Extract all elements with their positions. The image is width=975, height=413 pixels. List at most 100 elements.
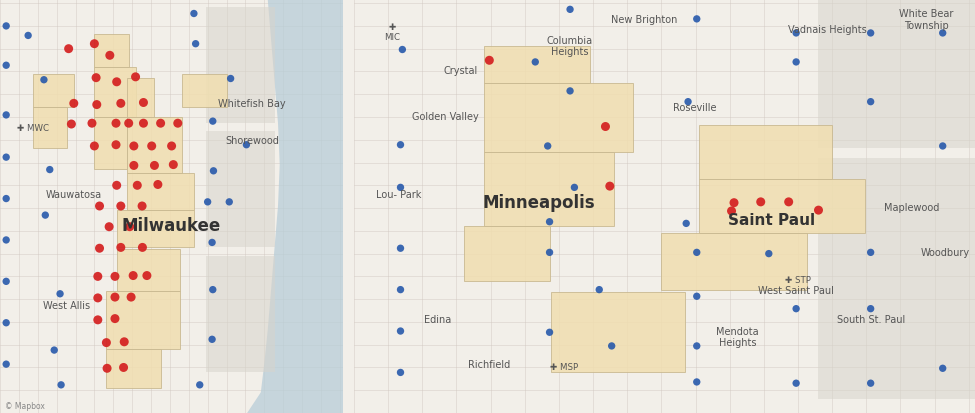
- Point: [107, 273, 123, 280]
- Point: [542, 329, 558, 336]
- Text: ✚ MWC: ✚ MWC: [17, 123, 49, 133]
- Point: [393, 245, 409, 252]
- Point: [566, 185, 582, 191]
- Text: Maplewood: Maplewood: [884, 202, 939, 212]
- Point: [482, 58, 497, 64]
- Point: [527, 59, 543, 66]
- Text: Edina: Edina: [424, 314, 451, 324]
- Point: [602, 183, 617, 190]
- Point: [0, 278, 14, 285]
- Point: [789, 306, 804, 312]
- Point: [87, 41, 102, 48]
- Point: [150, 182, 166, 188]
- Bar: [661, 233, 807, 290]
- Text: Shorewood: Shorewood: [225, 135, 279, 145]
- Point: [108, 142, 124, 149]
- Bar: [485, 153, 613, 226]
- Text: Columbia
Heights: Columbia Heights: [547, 36, 593, 57]
- Point: [935, 31, 951, 37]
- Point: [89, 102, 104, 109]
- Point: [206, 168, 221, 175]
- Point: [393, 369, 409, 376]
- Point: [144, 143, 160, 150]
- Point: [0, 237, 14, 244]
- Bar: [127, 173, 194, 211]
- Point: [102, 53, 118, 59]
- Point: [92, 245, 107, 252]
- Point: [66, 101, 82, 107]
- Point: [0, 24, 14, 30]
- Point: [126, 143, 141, 150]
- Point: [0, 154, 14, 161]
- Point: [205, 119, 220, 125]
- Text: West Allis: West Allis: [43, 300, 91, 310]
- Bar: [818, 159, 975, 233]
- Point: [0, 112, 14, 119]
- Text: South St. Paul: South St. Paul: [837, 314, 905, 324]
- Point: [42, 167, 58, 173]
- Point: [689, 379, 705, 385]
- Point: [170, 121, 185, 127]
- Bar: [206, 8, 275, 124]
- Point: [130, 183, 145, 189]
- Point: [135, 203, 150, 210]
- Point: [123, 294, 138, 301]
- Point: [47, 347, 62, 354]
- Point: [0, 361, 14, 368]
- Bar: [485, 83, 634, 153]
- Point: [126, 163, 141, 169]
- Text: West Saint Paul: West Saint Paul: [759, 285, 834, 295]
- Bar: [32, 107, 67, 149]
- Point: [0, 320, 14, 326]
- Point: [723, 208, 739, 215]
- Bar: [699, 126, 832, 180]
- Point: [146, 163, 162, 169]
- Text: Saint Paul: Saint Paul: [727, 212, 815, 227]
- Point: [689, 17, 705, 23]
- Point: [90, 317, 105, 323]
- Point: [99, 365, 115, 372]
- Bar: [95, 35, 129, 68]
- Point: [63, 121, 79, 128]
- Point: [239, 142, 254, 149]
- Bar: [106, 349, 161, 388]
- Point: [761, 251, 777, 257]
- Bar: [117, 250, 180, 291]
- Text: Mendota
Heights: Mendota Heights: [717, 326, 760, 347]
- Bar: [127, 78, 154, 118]
- Point: [689, 249, 705, 256]
- Point: [393, 328, 409, 335]
- Point: [789, 380, 804, 387]
- Point: [542, 249, 558, 256]
- Bar: [106, 291, 180, 349]
- Bar: [699, 180, 865, 233]
- Point: [395, 47, 410, 54]
- Point: [84, 121, 99, 127]
- Bar: [32, 74, 74, 107]
- Text: Roseville: Roseville: [673, 103, 716, 113]
- Text: ✚
MIC: ✚ MIC: [384, 23, 401, 42]
- Point: [192, 382, 208, 388]
- Text: © Mapbox: © Mapbox: [5, 401, 45, 410]
- Point: [90, 273, 105, 280]
- Point: [53, 291, 68, 297]
- Point: [136, 100, 151, 107]
- Point: [116, 339, 132, 345]
- Point: [563, 88, 578, 95]
- Text: Richfield: Richfield: [468, 359, 511, 369]
- Point: [136, 121, 151, 127]
- Bar: [464, 226, 550, 282]
- Point: [36, 77, 52, 84]
- Point: [205, 240, 220, 246]
- Point: [863, 249, 878, 256]
- Point: [863, 99, 878, 106]
- Polygon shape: [247, 0, 343, 413]
- Point: [37, 212, 53, 219]
- Text: Whitefish Bay: Whitefish Bay: [218, 99, 286, 109]
- Bar: [818, 233, 975, 399]
- Point: [393, 142, 409, 149]
- Point: [153, 121, 169, 127]
- Text: Woodbury: Woodbury: [920, 248, 970, 258]
- Bar: [117, 211, 194, 248]
- Text: White Bear
Township: White Bear Township: [899, 9, 954, 31]
